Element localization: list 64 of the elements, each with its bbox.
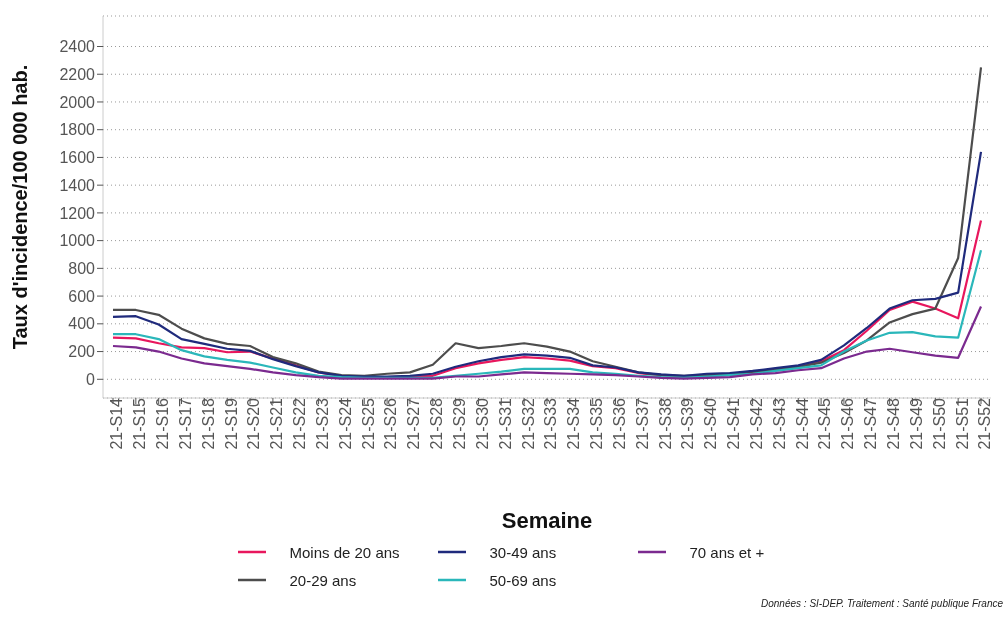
x-tick-label: 21-S36: [610, 397, 628, 450]
x-tick-label: 21-S38: [656, 397, 674, 450]
x-tick-label: 21-S39: [679, 397, 697, 450]
x-tick-label: 21-S17: [176, 397, 194, 450]
y-axis-title: Taux d'incidence/100 000 hab.: [9, 64, 32, 350]
y-tick-label: 1400: [59, 176, 96, 194]
x-tick-label: 21-S33: [542, 397, 560, 450]
line-series: [111, 249, 983, 379]
x-axis-title: Semaine: [501, 508, 593, 533]
x-tick-label: 21-S20: [245, 397, 263, 450]
legend-label: 50-69 ans: [489, 571, 557, 589]
x-tick-label: 21-S34: [565, 397, 583, 450]
y-tick-label: 1200: [59, 204, 96, 222]
y-tick-label: 200: [68, 343, 96, 361]
y-tick-label: 2000: [59, 93, 96, 111]
x-tick-label: 21-S21: [268, 397, 286, 450]
x-tick-label: 21-S47: [862, 397, 880, 450]
x-tick-label: 21-S42: [747, 397, 765, 450]
x-tick-label: 21-S22: [291, 397, 309, 450]
x-tick-label: 21-S19: [222, 397, 240, 450]
x-tick-label: 21-S50: [930, 397, 948, 450]
x-tick-label: 21-S28: [428, 397, 446, 450]
legend-label: 30-49 ans: [489, 543, 557, 561]
x-tick-label: 21-S26: [382, 397, 400, 450]
y-tick-label: 2200: [59, 65, 96, 83]
x-tick-label: 21-S48: [884, 397, 902, 450]
x-tick-label: 21-S14: [108, 397, 126, 450]
y-tick-label: 2400: [59, 38, 96, 56]
x-tick-label: 21-S45: [816, 397, 834, 450]
y-tick-label: 1600: [59, 149, 96, 167]
x-tick-label: 21-S52: [976, 397, 994, 450]
x-tick-label: 21-S31: [496, 397, 514, 450]
x-tick-label: 21-S35: [588, 397, 606, 450]
legend-label: Moins de 20 ans: [289, 543, 400, 561]
x-tick-label: 21-S37: [633, 397, 651, 450]
x-tick-label: 21-S32: [519, 397, 537, 450]
x-tick-label: 21-S15: [131, 397, 149, 450]
y-tick-label: 0: [86, 370, 96, 388]
y-tick-label: 1800: [59, 121, 96, 139]
text: Données : SI-DEP. Traitement : Santé publique France: [760, 598, 1003, 609]
x-tick-label: 21-S49: [907, 397, 925, 450]
x-tick-label: 21-S18: [199, 397, 217, 450]
legend-label: 70 ans et +: [689, 543, 765, 561]
x-tick-label: 21-S24: [336, 397, 354, 450]
x-tick-label: 21-S29: [450, 397, 468, 450]
y-tick-label: 400: [68, 315, 96, 333]
x-tick-label: 21-S44: [793, 397, 811, 450]
x-tick-label: 21-S46: [839, 397, 857, 450]
x-tick-label: 21-S16: [154, 397, 172, 450]
legend-label: 20-29 ans: [289, 571, 357, 589]
y-tick-label: 1000: [59, 232, 96, 250]
x-tick-label: 21-S30: [473, 397, 491, 450]
x-tick-label: 21-S27: [405, 397, 423, 450]
x-tick-label: 21-S41: [725, 397, 743, 450]
x-tick-label: 21-S40: [702, 397, 720, 450]
line-series: [111, 66, 983, 377]
x-tick-label: 21-S25: [359, 397, 377, 450]
x-tick-label: 21-S23: [313, 397, 331, 450]
x-tick-label: 21-S51: [953, 397, 971, 450]
y-tick-label: 800: [68, 260, 96, 278]
x-tick-label: 21-S43: [770, 397, 788, 450]
line-series: [111, 150, 983, 378]
line-series: [111, 305, 983, 380]
y-tick-label: 600: [68, 287, 96, 305]
